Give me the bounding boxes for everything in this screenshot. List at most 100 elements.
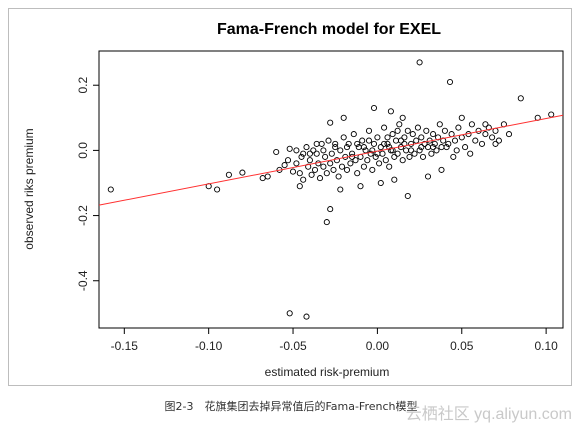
data-point xyxy=(311,166,319,173)
data-point xyxy=(382,157,389,164)
data-point xyxy=(436,121,443,128)
data-point xyxy=(387,147,394,154)
data-point xyxy=(416,147,423,154)
data-point xyxy=(376,160,383,167)
data-point xyxy=(300,150,307,157)
data-point xyxy=(467,150,474,157)
y-tick-label: 0.2 xyxy=(76,77,90,94)
data-point xyxy=(354,140,361,147)
data-point xyxy=(303,144,310,151)
data-point xyxy=(325,137,332,144)
data-point xyxy=(316,175,324,182)
data-point xyxy=(340,114,347,121)
data-point xyxy=(492,140,499,147)
data-point xyxy=(273,148,280,156)
data-point xyxy=(399,157,406,164)
data-point xyxy=(370,140,378,147)
data-point xyxy=(332,144,339,151)
data-point xyxy=(293,147,300,154)
data-point xyxy=(468,121,475,128)
y-axis-label: observed riks premium xyxy=(22,128,36,249)
data-point xyxy=(485,124,492,131)
y-tick-label: -0.4 xyxy=(76,270,90,291)
data-point xyxy=(414,124,421,131)
data-point xyxy=(374,134,381,141)
data-point xyxy=(239,169,246,176)
data-point xyxy=(406,153,413,160)
watermark: 云栖社区 yq.aliyun.com xyxy=(405,406,572,423)
data-point xyxy=(355,144,362,151)
data-point xyxy=(296,183,303,190)
figure-frame: Fama-French model for EXEL -0.15 -0.10 -0.… xyxy=(8,8,572,386)
data-point xyxy=(448,131,455,138)
data-point xyxy=(322,153,329,160)
data-point xyxy=(303,313,310,320)
x-tick-label: -0.15 xyxy=(111,339,139,353)
data-point xyxy=(347,160,354,167)
data-point xyxy=(478,140,486,147)
regression-line xyxy=(98,114,564,206)
data-point xyxy=(430,144,437,151)
data-point xyxy=(445,140,452,147)
data-point xyxy=(377,144,384,151)
data-point xyxy=(453,147,460,154)
data-point xyxy=(409,131,416,138)
data-point xyxy=(354,170,361,177)
data-point xyxy=(340,134,347,141)
data-point xyxy=(413,137,420,144)
data-point xyxy=(389,131,396,138)
figure-caption: 图2-3 花旗集团去掉异常值后的Fama-French模型 xyxy=(164,400,418,413)
data-point xyxy=(401,134,408,141)
data-point xyxy=(431,140,438,147)
x-tick-label: 0.00 xyxy=(366,339,390,353)
data-point xyxy=(433,147,440,154)
data-point xyxy=(313,150,320,157)
x-tick-label: -0.05 xyxy=(279,339,307,353)
data-point xyxy=(377,179,384,187)
data-point xyxy=(333,157,340,164)
x-axis: -0.15 -0.10 -0.05 0.00 0.05 0.10 xyxy=(111,328,558,353)
data-point xyxy=(365,137,373,144)
data-point xyxy=(330,166,337,173)
data-point xyxy=(306,157,313,164)
data-point xyxy=(323,170,330,177)
chart-title: Fama-French model for EXEL xyxy=(217,21,441,38)
data-point xyxy=(404,127,411,134)
data-point xyxy=(455,124,462,131)
data-point xyxy=(424,144,432,151)
data-point xyxy=(343,166,351,173)
data-point xyxy=(391,176,398,183)
data-point xyxy=(370,104,378,112)
data-point xyxy=(435,134,442,141)
data-point xyxy=(293,160,300,167)
data-point xyxy=(259,175,266,182)
data-point xyxy=(327,160,334,167)
data-point xyxy=(386,163,393,170)
data-point xyxy=(369,147,376,154)
data-point xyxy=(281,162,288,169)
y-axis: -0.4 -0.2 0.0 0.2 xyxy=(76,77,99,291)
data-point xyxy=(446,78,454,86)
data-point xyxy=(394,150,401,157)
scatter-plot: Fama-French model for EXEL -0.15 -0.10 -0.… xyxy=(22,21,564,379)
data-point xyxy=(372,153,379,160)
data-point xyxy=(343,144,351,151)
data-point xyxy=(350,131,357,138)
data-point xyxy=(286,310,293,317)
data-point xyxy=(357,183,364,190)
data-point xyxy=(360,163,367,170)
data-point xyxy=(320,147,327,154)
data-point xyxy=(441,127,448,134)
data-point xyxy=(489,134,496,141)
data-point xyxy=(384,134,391,141)
data-point xyxy=(418,134,425,141)
data-point xyxy=(408,147,415,154)
data-point xyxy=(387,108,394,115)
data-points xyxy=(107,59,555,320)
y-tick-label: 0.0 xyxy=(76,142,90,159)
x-tick-label: -0.10 xyxy=(195,339,223,353)
data-point xyxy=(495,137,502,144)
data-point xyxy=(421,140,428,147)
data-point xyxy=(399,114,406,121)
data-point xyxy=(411,150,418,157)
